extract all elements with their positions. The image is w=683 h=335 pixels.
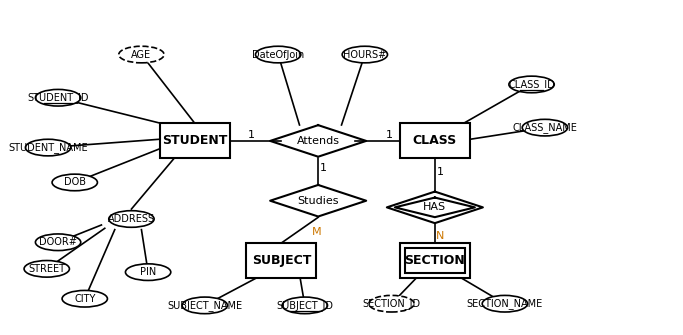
Text: STREET: STREET <box>28 264 66 274</box>
Text: CLASS_ID: CLASS_ID <box>508 79 555 90</box>
Text: M: M <box>312 227 322 237</box>
Text: PIN: PIN <box>140 267 156 277</box>
Ellipse shape <box>522 119 568 136</box>
Text: N: N <box>436 231 445 241</box>
Ellipse shape <box>62 290 107 307</box>
Text: 1: 1 <box>320 163 327 174</box>
Ellipse shape <box>509 76 554 93</box>
Text: AGE: AGE <box>131 50 152 60</box>
Text: STUDENT: STUDENT <box>162 134 227 147</box>
Ellipse shape <box>119 46 164 63</box>
Text: SECTION: SECTION <box>404 254 465 267</box>
Ellipse shape <box>36 234 81 251</box>
Ellipse shape <box>342 46 387 63</box>
Text: ADDRESS: ADDRESS <box>108 214 155 224</box>
Text: DOOR#: DOOR# <box>39 237 77 247</box>
Text: Studies: Studies <box>297 196 339 206</box>
Text: CITY: CITY <box>74 294 96 304</box>
Ellipse shape <box>255 46 301 63</box>
Ellipse shape <box>36 89 81 106</box>
Text: SECTION_ID: SECTION_ID <box>363 298 421 309</box>
Text: CLASS_NAME: CLASS_NAME <box>512 122 577 133</box>
FancyBboxPatch shape <box>404 248 465 273</box>
Ellipse shape <box>109 211 154 227</box>
Text: DOB: DOB <box>64 178 86 188</box>
Text: Attends: Attends <box>296 136 339 146</box>
Text: STUDENT_ID: STUDENT_ID <box>27 92 89 103</box>
Ellipse shape <box>482 295 527 312</box>
Text: SUBJECT: SUBJECT <box>252 254 311 267</box>
Ellipse shape <box>182 297 227 314</box>
Text: STUDENT_NAME: STUDENT_NAME <box>8 142 88 153</box>
Ellipse shape <box>52 174 98 191</box>
Text: CLASS: CLASS <box>413 134 457 147</box>
Ellipse shape <box>369 295 414 312</box>
Text: SUBJECT_NAME: SUBJECT_NAME <box>167 300 242 311</box>
Text: SUBJECT_ID: SUBJECT_ID <box>277 300 333 311</box>
Text: 1: 1 <box>436 167 444 177</box>
Text: SECTION_NAME: SECTION_NAME <box>466 298 543 309</box>
FancyBboxPatch shape <box>400 124 470 158</box>
Text: HOURS#: HOURS# <box>344 50 387 60</box>
FancyBboxPatch shape <box>160 124 229 158</box>
Text: 1: 1 <box>386 130 393 140</box>
Text: HAS: HAS <box>423 202 447 212</box>
FancyBboxPatch shape <box>400 243 470 278</box>
Ellipse shape <box>25 139 71 156</box>
Ellipse shape <box>24 261 70 277</box>
Text: 1: 1 <box>248 130 255 140</box>
Ellipse shape <box>126 264 171 280</box>
Ellipse shape <box>282 297 328 314</box>
FancyBboxPatch shape <box>247 243 316 278</box>
Text: DateOfJoin: DateOfJoin <box>252 50 304 60</box>
